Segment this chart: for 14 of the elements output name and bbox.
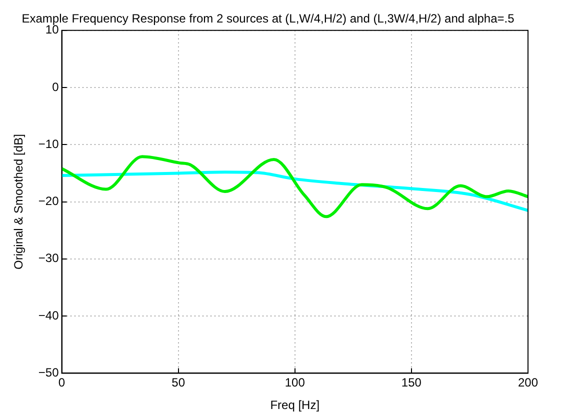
- chart-title: Example Frequency Response from 2 sources at (L,W/4,H/2) and (L,3W/4,H/2) and alpha=.5: [22, 12, 515, 26]
- x-tick-label: 100: [284, 376, 306, 390]
- x-tick-label: 200: [518, 376, 538, 390]
- x-tick-label: 50: [172, 376, 186, 390]
- y-tick-label: −40: [38, 308, 60, 322]
- y-tick-label: −20: [38, 194, 60, 208]
- y-tick-label: −30: [38, 251, 60, 266]
- y-tick-label: −50: [38, 366, 60, 380]
- y-axis-title: Original & Smoothed [dB]: [12, 134, 26, 270]
- y-tick-label: −10: [38, 136, 60, 151]
- x-axis-title: Freq [Hz]: [270, 398, 320, 412]
- line-series: [62, 155, 528, 218]
- x-tick-label: 150: [401, 376, 422, 390]
- y-tick-label: 0: [52, 80, 60, 94]
